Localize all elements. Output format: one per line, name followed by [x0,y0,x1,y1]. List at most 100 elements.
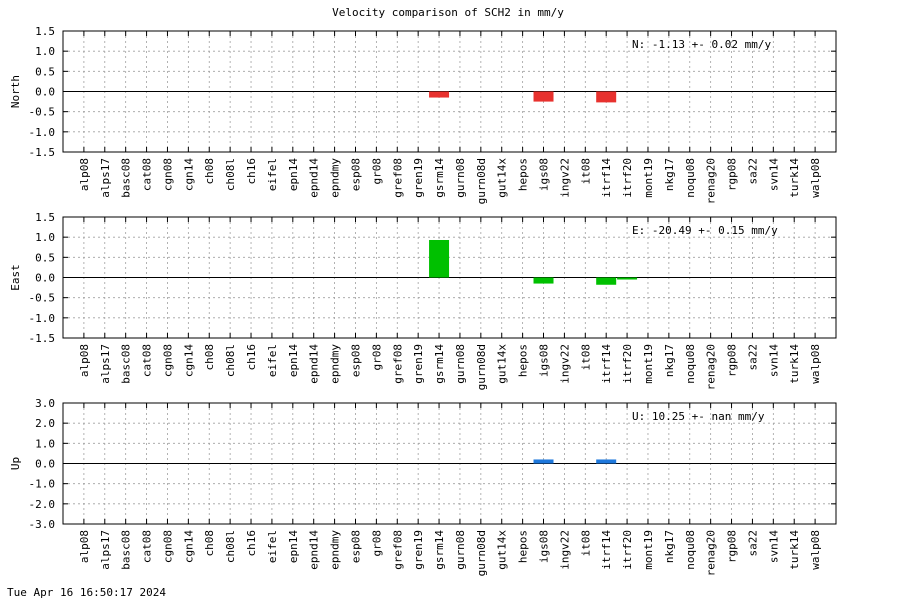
x-tick-label: cat08 [141,344,154,377]
x-tick-label: ch08l [224,530,237,563]
x-tick-label: itrf20 [621,530,634,570]
x-tick-label: gurn08d [475,158,488,204]
y-tick-label: 0.5 [35,251,55,264]
x-tick-label: cgn14 [182,530,195,563]
y-tick-label: 3.0 [35,397,55,410]
x-tick-label: renag20 [705,158,718,204]
x-tick-label: ch16 [245,158,258,185]
x-tick-label: turk14 [788,344,801,384]
x-tick-label: alp08 [78,530,91,563]
x-tick-label: cgn08 [161,344,174,377]
x-tick-label: ch08 [203,344,216,371]
bar-itrf14 [596,91,617,103]
x-tick-label: ch08 [203,530,216,557]
x-tick-label: gr08 [370,530,383,557]
x-tick-label: gsrm14 [433,158,446,198]
x-tick-label: basc08 [120,344,133,384]
x-tick-label: cat08 [141,158,154,191]
x-tick-label: igs08 [538,530,551,563]
figure-title: Velocity comparison of SCH2 in mm/y [332,6,564,19]
x-tick-label: alps17 [99,530,112,570]
x-tick-label: eifel [266,530,279,563]
plot-frame [62,402,837,525]
x-tick-label: rgp08 [726,530,739,563]
y-tick-label: -1.5 [29,146,56,159]
chart-panel-up: 3.0 2.0 1.0 0.0 -1.0 -2.0 -3.0 alp08 alps17 basc0… [9,397,837,576]
x-tick-label: ingv22 [558,344,571,384]
velocity-annotation: N: -1.13 +- 0.02 mm/y [632,38,771,51]
footer-timestamp: Tue Apr 16 16:50:17 2024 [7,586,166,599]
x-tick-label: eifel [266,344,279,377]
x-tick-label: renag20 [705,530,718,576]
x-tick-label: ch16 [245,530,258,557]
x-tick-label: igs08 [538,158,551,191]
x-tick-label: turk14 [788,530,801,570]
y-tick-label: 1.0 [35,437,55,450]
x-tick-label: esp08 [349,158,362,191]
x-tick-label: gref08 [391,344,404,384]
bar-itrf14 [596,277,617,285]
y-tick-label: 0.0 [35,272,55,285]
x-tick-label: mont19 [642,344,655,384]
y-tick-label: -1.0 [29,478,56,491]
x-tick-label: epn14 [287,530,300,563]
y-tick-label: 1.5 [35,25,55,38]
x-tick-label: it08 [579,344,592,371]
y-tick-label: 1.0 [35,45,55,58]
x-tick-label: svn14 [767,158,780,191]
x-tick-label: epnd14 [308,530,321,570]
x-tick-label: it08 [579,158,592,185]
x-tick-label: gut14x [496,344,509,384]
bar-igs08 [533,459,554,464]
x-tick-label: epnd14 [308,158,321,198]
x-tick-label: gut14x [496,158,509,198]
velocity-annotation: U: 10.25 +- nan mm/y [632,410,765,423]
y-tick-label: 0.0 [35,86,55,99]
x-tick-label: gr08 [370,344,383,371]
x-tick-label: itrf14 [600,344,613,384]
x-tick-label: esp08 [349,344,362,377]
chart-panels: 1.5 1.0 0.5 0.0 -0.5 -1.0 -1.5 alp08 alps17 basc0… [9,25,837,576]
x-tick-label: sa22 [746,530,759,557]
x-tick-label: mont19 [642,158,655,198]
x-tick-label: epndmy [329,530,342,570]
x-tick-label: svn14 [767,530,780,563]
y-tick-label: -1.5 [29,332,56,345]
x-tick-label: hepos [517,344,530,377]
x-tick-label: svn14 [767,344,780,377]
x-tick-label: gurn08d [475,344,488,390]
chart-panel-north: 1.5 1.0 0.5 0.0 -0.5 -1.0 -1.5 alp08 alps17 basc0… [9,25,837,204]
x-tick-label: gut14x [496,530,509,570]
x-tick-label: gsrm14 [433,530,446,570]
x-tick-label: gref08 [391,530,404,570]
x-tick-label: basc08 [120,158,133,198]
x-tick-label: gren19 [412,530,425,570]
x-tick-label: ch08l [224,158,237,191]
x-tick-label: alp08 [78,344,91,377]
x-tick-label: epn14 [287,158,300,191]
x-tick-label: basc08 [120,530,133,570]
x-tick-label: itrf20 [621,344,634,384]
x-tick-label: rgp08 [726,344,739,377]
x-tick-label: sa22 [746,344,759,371]
y-tick-label: 1.5 [35,211,55,224]
y-tick-label: 1.0 [35,231,55,244]
x-tick-label: walp08 [809,530,822,570]
y-tick-label: -1.0 [29,126,56,139]
x-tick-label: cgn14 [182,158,195,191]
y-axis-label: East [9,264,22,291]
x-tick-label: itrf14 [600,530,613,570]
x-tick-label: epndmy [329,344,342,384]
x-tick-label: epnd14 [308,344,321,384]
bar-igs08 [533,277,554,284]
x-tick-label: ingv22 [558,158,571,198]
bar-gsrm14 [429,91,450,98]
x-tick-label: sa22 [746,158,759,185]
velocity-annotation: E: -20.49 +- 0.15 mm/y [632,224,778,237]
x-tick-label: nkg17 [663,344,676,377]
x-tick-label: gurn08 [454,344,467,384]
y-tick-label: -2.0 [29,498,56,511]
x-tick-label: ch08 [203,158,216,185]
x-tick-label: rgp08 [726,158,739,191]
x-tick-label: cgn14 [182,344,195,377]
